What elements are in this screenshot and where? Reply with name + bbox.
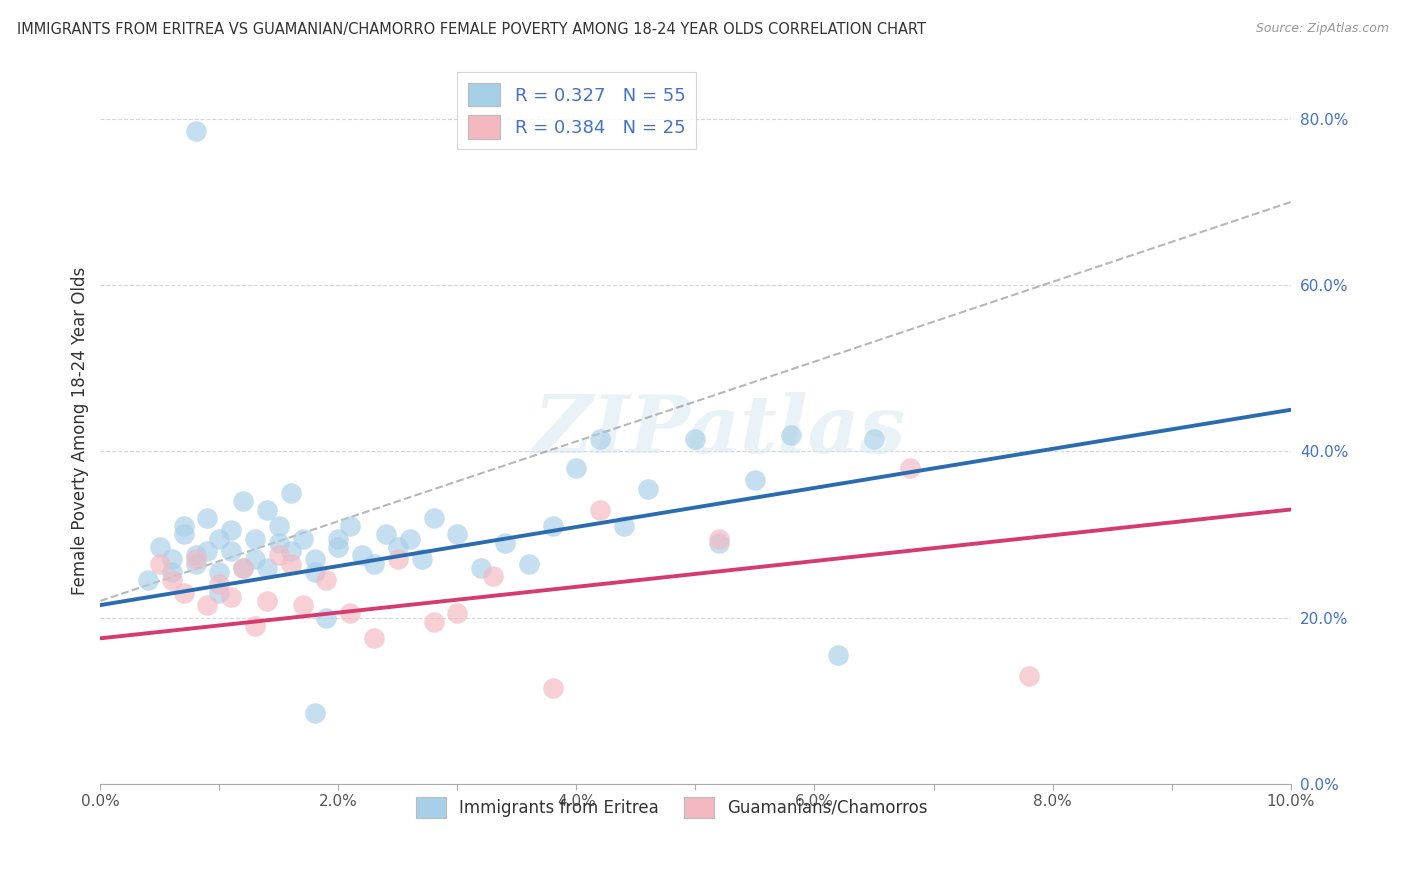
Point bbox=[304, 565, 326, 579]
Text: IMMIGRANTS FROM ERITREA VS GUAMANIAN/CHAMORRO FEMALE POVERTY AMONG 18-24 YEAR OL: IMMIGRANTS FROM ERITREA VS GUAMANIAN/CHA… bbox=[17, 22, 927, 37]
Point bbox=[184, 548, 207, 562]
Point bbox=[149, 540, 172, 554]
Point bbox=[1018, 669, 1040, 683]
Text: ZIPatlas: ZIPatlas bbox=[533, 392, 905, 469]
Point bbox=[387, 552, 409, 566]
Point bbox=[387, 540, 409, 554]
Point bbox=[173, 527, 195, 541]
Point bbox=[173, 519, 195, 533]
Point bbox=[339, 519, 361, 533]
Point bbox=[541, 681, 564, 695]
Point bbox=[470, 560, 492, 574]
Point bbox=[208, 585, 231, 599]
Point bbox=[136, 573, 159, 587]
Point bbox=[637, 482, 659, 496]
Point bbox=[184, 552, 207, 566]
Point bbox=[422, 511, 444, 525]
Point bbox=[304, 706, 326, 720]
Point bbox=[184, 557, 207, 571]
Point bbox=[173, 585, 195, 599]
Point bbox=[208, 565, 231, 579]
Point bbox=[863, 432, 886, 446]
Point bbox=[256, 502, 278, 516]
Point bbox=[160, 552, 183, 566]
Point bbox=[517, 557, 540, 571]
Point bbox=[256, 560, 278, 574]
Point bbox=[243, 552, 266, 566]
Point bbox=[375, 527, 398, 541]
Point bbox=[779, 427, 801, 442]
Point bbox=[315, 573, 337, 587]
Point bbox=[219, 590, 242, 604]
Point bbox=[709, 532, 731, 546]
Point bbox=[898, 461, 921, 475]
Point bbox=[589, 432, 612, 446]
Point bbox=[328, 540, 350, 554]
Point bbox=[219, 524, 242, 538]
Point bbox=[685, 432, 707, 446]
Point bbox=[446, 607, 468, 621]
Point bbox=[613, 519, 636, 533]
Point bbox=[267, 535, 290, 549]
Point bbox=[589, 502, 612, 516]
Point bbox=[363, 557, 385, 571]
Point bbox=[363, 632, 385, 646]
Legend: Immigrants from Eritrea, Guamanians/Chamorros: Immigrants from Eritrea, Guamanians/Cham… bbox=[409, 790, 935, 825]
Point bbox=[328, 532, 350, 546]
Point bbox=[243, 619, 266, 633]
Text: Source: ZipAtlas.com: Source: ZipAtlas.com bbox=[1256, 22, 1389, 36]
Point bbox=[744, 474, 766, 488]
Point bbox=[541, 519, 564, 533]
Point bbox=[422, 615, 444, 629]
Point bbox=[208, 532, 231, 546]
Point bbox=[232, 560, 254, 574]
Point bbox=[827, 648, 849, 662]
Point bbox=[197, 598, 219, 612]
Point bbox=[267, 519, 290, 533]
Point bbox=[197, 511, 219, 525]
Point bbox=[219, 544, 242, 558]
Point bbox=[160, 565, 183, 579]
Point bbox=[398, 532, 420, 546]
Point bbox=[232, 560, 254, 574]
Point bbox=[411, 552, 433, 566]
Point bbox=[280, 557, 302, 571]
Point bbox=[482, 569, 505, 583]
Point bbox=[280, 486, 302, 500]
Point bbox=[280, 544, 302, 558]
Point bbox=[291, 532, 314, 546]
Point bbox=[243, 532, 266, 546]
Point bbox=[256, 594, 278, 608]
Point bbox=[494, 535, 516, 549]
Point bbox=[184, 124, 207, 138]
Point bbox=[232, 494, 254, 508]
Point bbox=[352, 548, 374, 562]
Point bbox=[267, 548, 290, 562]
Point bbox=[446, 527, 468, 541]
Point bbox=[149, 557, 172, 571]
Point bbox=[291, 598, 314, 612]
Point bbox=[160, 573, 183, 587]
Point bbox=[208, 577, 231, 591]
Point bbox=[315, 610, 337, 624]
Point bbox=[304, 552, 326, 566]
Point bbox=[565, 461, 588, 475]
Y-axis label: Female Poverty Among 18-24 Year Olds: Female Poverty Among 18-24 Year Olds bbox=[72, 267, 89, 595]
Point bbox=[339, 607, 361, 621]
Point bbox=[197, 544, 219, 558]
Point bbox=[709, 535, 731, 549]
